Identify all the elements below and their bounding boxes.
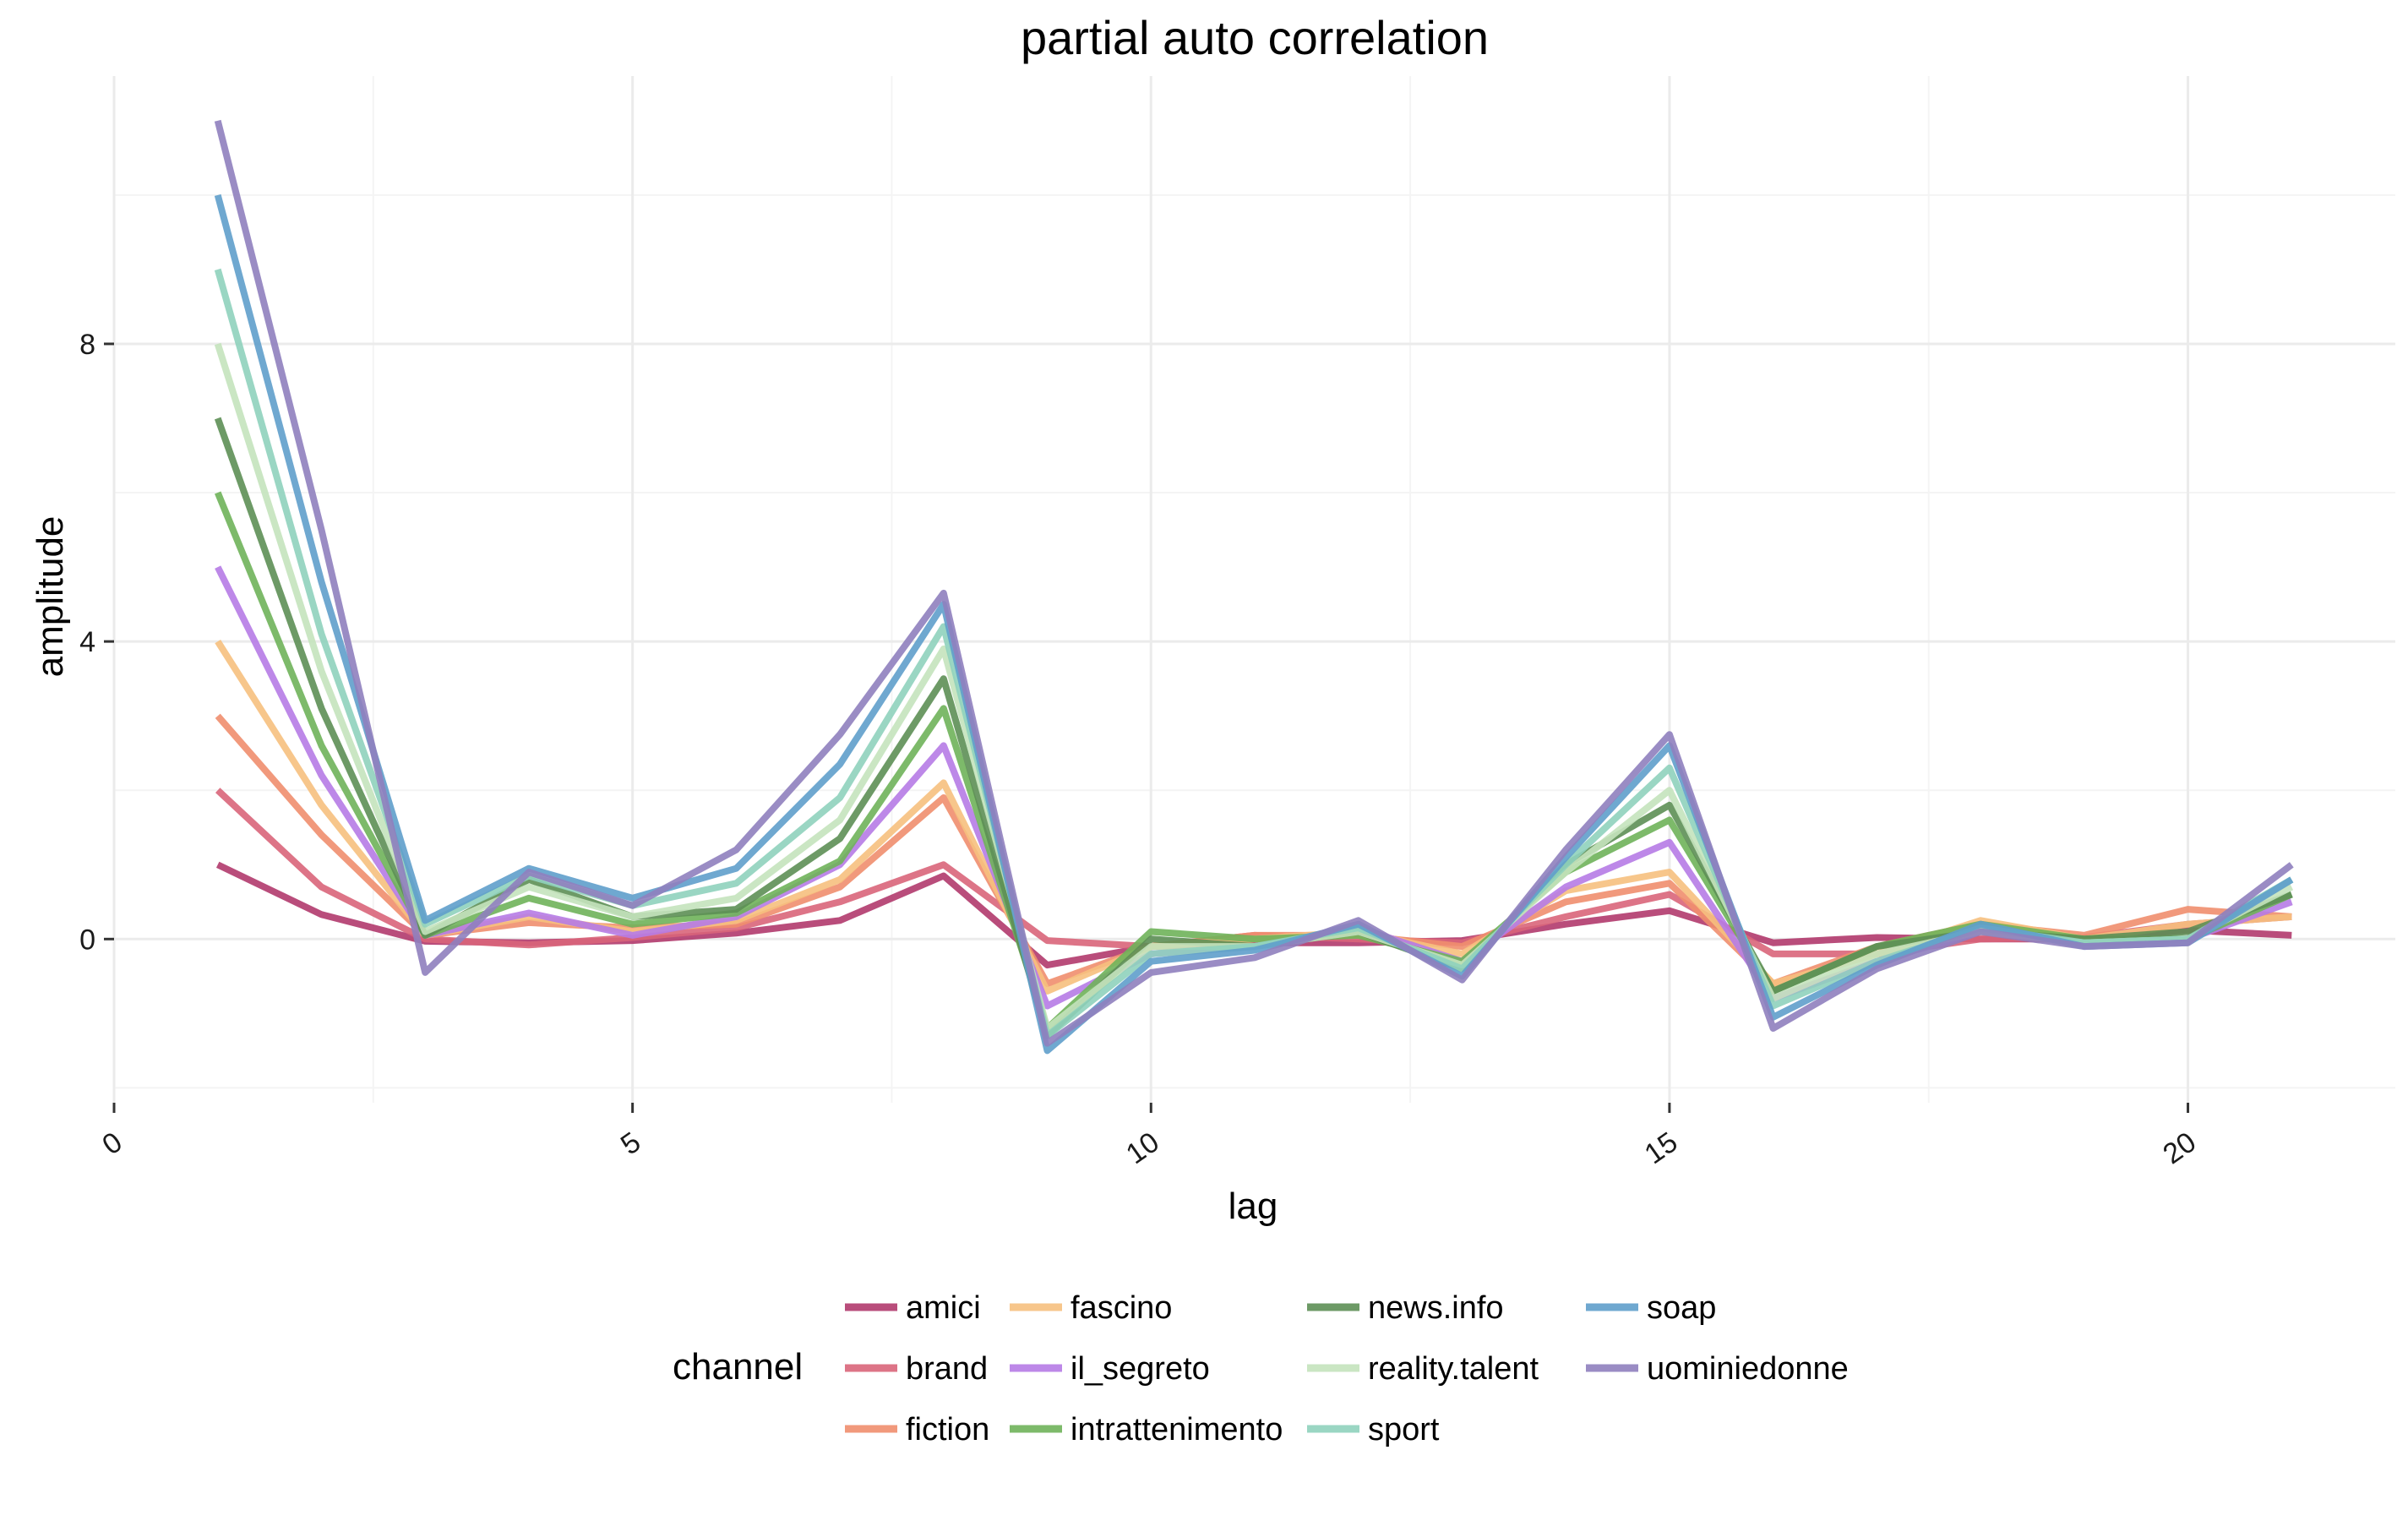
legend-label-news-info: news.info [1368, 1290, 1504, 1326]
legend-title: channel [673, 1346, 803, 1387]
series-line-intrattenimento [214, 491, 2293, 1032]
y-axis-title: amplitude [30, 516, 71, 678]
legend-label-intrattenimento: intrattenimento [1071, 1412, 1283, 1447]
x-tick-label: 5 [615, 1126, 646, 1161]
legend-label-sport: sport [1368, 1412, 1440, 1447]
legend-label-brand: brand [906, 1351, 988, 1387]
legend-label-fascino: fascino [1071, 1290, 1172, 1326]
x-axis-title: lag [1229, 1186, 1278, 1227]
legend-label-reality-talent: reality.talent [1368, 1351, 1539, 1387]
legend-label-soap: soap [1647, 1290, 1716, 1326]
legend-label-uominiedonne: uominiedonne [1647, 1351, 1849, 1387]
x-tick-label: 0 [96, 1126, 128, 1161]
chart-title: partial auto correlation [1021, 11, 1489, 64]
axes: 0 5 10 15 20 0 4 8 [79, 329, 2202, 1170]
legend-label-il-segreto: il_segreto [1071, 1351, 1210, 1387]
x-tick-label: 20 [2157, 1126, 2202, 1170]
series-lines [214, 119, 2294, 1055]
x-tick-label: 15 [1639, 1126, 1684, 1170]
legend-label-fiction: fiction [906, 1412, 989, 1447]
x-tick-label: 10 [1120, 1126, 1165, 1170]
series-line-soap [214, 194, 2294, 1055]
legend: amici brand fiction fascino il_segretointrat… [845, 1290, 1849, 1447]
legend-label-amici: amici [906, 1290, 981, 1326]
series-line-uominiedonne [214, 119, 2294, 1047]
y-tick-label: 4 [79, 626, 95, 658]
y-tick-label: 0 [79, 924, 95, 956]
y-tick-label: 8 [79, 329, 95, 361]
